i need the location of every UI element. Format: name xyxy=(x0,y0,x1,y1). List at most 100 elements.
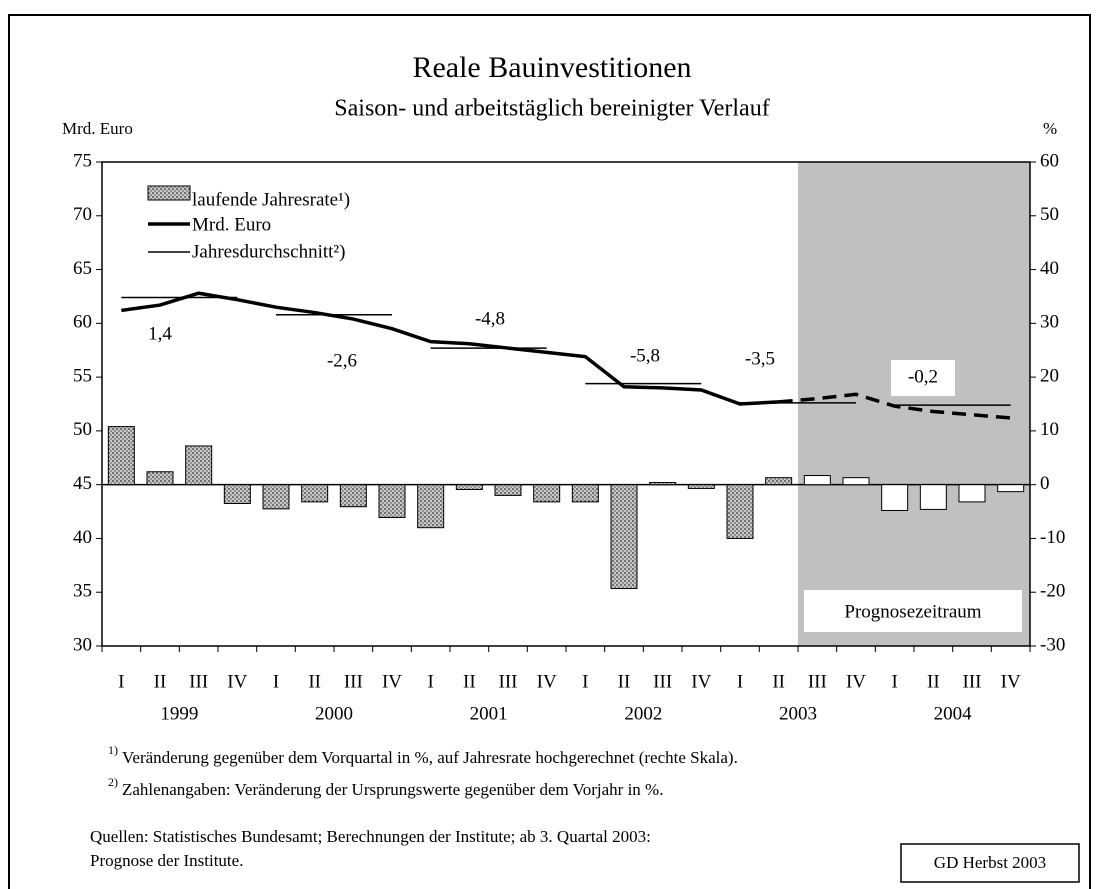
bar xyxy=(842,477,870,486)
chart-subtitle: Saison- und arbeitstäglich bereinigter V… xyxy=(334,96,769,122)
y-axis-label: Mrd. Euro xyxy=(62,119,133,138)
x-tick-label: I xyxy=(582,671,588,692)
footnote-2: 2) Zahlenangaben: Veränderung der Ursprun… xyxy=(108,775,663,799)
y2-tick-label: -20 xyxy=(1040,581,1065,602)
footnote-text: Veränderung gegenüber dem Vorquartal in … xyxy=(122,748,738,767)
footnote-mark: 1) xyxy=(108,743,118,757)
y-tick-label: 45 xyxy=(73,473,92,494)
bar xyxy=(958,484,986,503)
x-tick-label: IV xyxy=(227,671,247,692)
annual-change-label: -3,5 xyxy=(745,348,775,369)
y-tick-label: 35 xyxy=(73,581,92,602)
x-tick-label: II xyxy=(463,671,476,692)
bar xyxy=(455,484,483,491)
plot: Prognosezeitraum 30 35 40 45 50 55 60 65 70 75 -30 -… xyxy=(73,150,1065,724)
y-tick-label: 65 xyxy=(73,258,92,279)
year-label: 2004 xyxy=(934,703,973,724)
x-tick-label: IV xyxy=(1001,671,1021,692)
x-tick-label: II xyxy=(308,671,321,692)
y2-tick-label: 60 xyxy=(1040,150,1059,171)
annual-label-box xyxy=(891,360,955,396)
y2-tick-label: 20 xyxy=(1040,365,1059,386)
annual-change-label: -4,8 xyxy=(475,308,505,329)
footnote-text: Zahlenangaben: Veränderung der Ursprungs… xyxy=(122,780,663,799)
annual-change-label: 1,4 xyxy=(148,323,172,344)
bar xyxy=(185,445,213,486)
legend-label: Mrd. Euro xyxy=(192,214,271,235)
bar xyxy=(687,484,715,489)
legend-label: laufende Jahresrate¹) xyxy=(192,189,350,210)
x-tick-label: III xyxy=(963,671,982,692)
y-tick-label: 70 xyxy=(73,204,92,225)
x-tick-label: III xyxy=(808,671,827,692)
year-label: 1999 xyxy=(160,703,198,724)
bar xyxy=(919,484,947,510)
bar xyxy=(997,484,1025,493)
chart-title: Reale Bauinvestitionen xyxy=(412,51,691,84)
year-label: 2003 xyxy=(779,703,817,724)
bar xyxy=(881,484,909,511)
source-2: Prognose der Institute. xyxy=(90,851,243,870)
x-tick-label: IV xyxy=(691,671,711,692)
bar xyxy=(301,484,329,503)
y2-axis-label: % xyxy=(1043,119,1057,138)
x-tick-label: III xyxy=(344,671,363,692)
y-tick-label: 30 xyxy=(73,634,92,655)
bar xyxy=(571,484,599,503)
x-tick-label: II xyxy=(618,671,631,692)
x-tick-label: II xyxy=(772,671,785,692)
bar xyxy=(146,471,174,486)
bar xyxy=(339,484,367,508)
bar xyxy=(417,484,445,529)
y2-tick-label: -10 xyxy=(1040,527,1065,548)
year-label: 2000 xyxy=(315,703,353,724)
y-tick-label: 60 xyxy=(73,312,92,333)
y2-tick-label: 0 xyxy=(1040,473,1050,494)
bar xyxy=(726,484,754,539)
y-tick-label: 50 xyxy=(73,419,92,440)
y2-tick-label: -30 xyxy=(1040,634,1065,655)
bar xyxy=(803,475,831,486)
forecast-label: Prognosezeitraum xyxy=(844,601,981,622)
line-series-forecast xyxy=(778,392,1011,420)
y2-tick-label: 40 xyxy=(1040,258,1059,279)
annual-change-label: -0,2 xyxy=(908,366,938,387)
bar xyxy=(610,484,638,589)
x-tick-label: I xyxy=(273,671,279,692)
forecast-region xyxy=(798,162,1030,646)
legend-swatch xyxy=(147,185,191,201)
x-tick-label: I xyxy=(892,671,898,692)
line-series xyxy=(121,291,779,406)
frame xyxy=(8,14,1091,889)
bar xyxy=(494,484,522,496)
badge-box xyxy=(900,843,1080,883)
x-tick-label: II xyxy=(927,671,940,692)
x-tick-label: I xyxy=(737,671,743,692)
bar xyxy=(223,484,251,504)
x-tick-label: IV xyxy=(537,671,557,692)
bar xyxy=(765,477,793,486)
footnote-1: 1) Veränderung gegenüber dem Vorquartal i… xyxy=(108,743,738,767)
bar xyxy=(533,484,561,503)
year-label: 2002 xyxy=(624,703,662,724)
x-tick-label: I xyxy=(428,671,434,692)
y2-tick-label: 30 xyxy=(1040,312,1059,333)
legend-label: Jahresdurchschnitt²) xyxy=(192,241,345,262)
x-tick-label: II xyxy=(154,671,167,692)
x-tick-label: I xyxy=(118,671,124,692)
badge: GD Herbst 2003 xyxy=(934,853,1046,872)
y2-tick-label: 10 xyxy=(1040,419,1059,440)
x-tick-label: IV xyxy=(846,671,866,692)
bar xyxy=(378,484,406,518)
bar xyxy=(107,426,135,486)
x-tick-label: III xyxy=(189,671,208,692)
y-tick-label: 55 xyxy=(73,365,92,386)
bar xyxy=(262,484,290,510)
year-label: 2001 xyxy=(470,703,508,724)
x-tick-label: III xyxy=(499,671,518,692)
forecast-label-box xyxy=(804,590,1022,632)
bar xyxy=(649,482,677,486)
y-tick-label: 75 xyxy=(73,150,92,171)
source-1: Quellen: Statistisches Bundesamt; Berech… xyxy=(90,827,651,846)
